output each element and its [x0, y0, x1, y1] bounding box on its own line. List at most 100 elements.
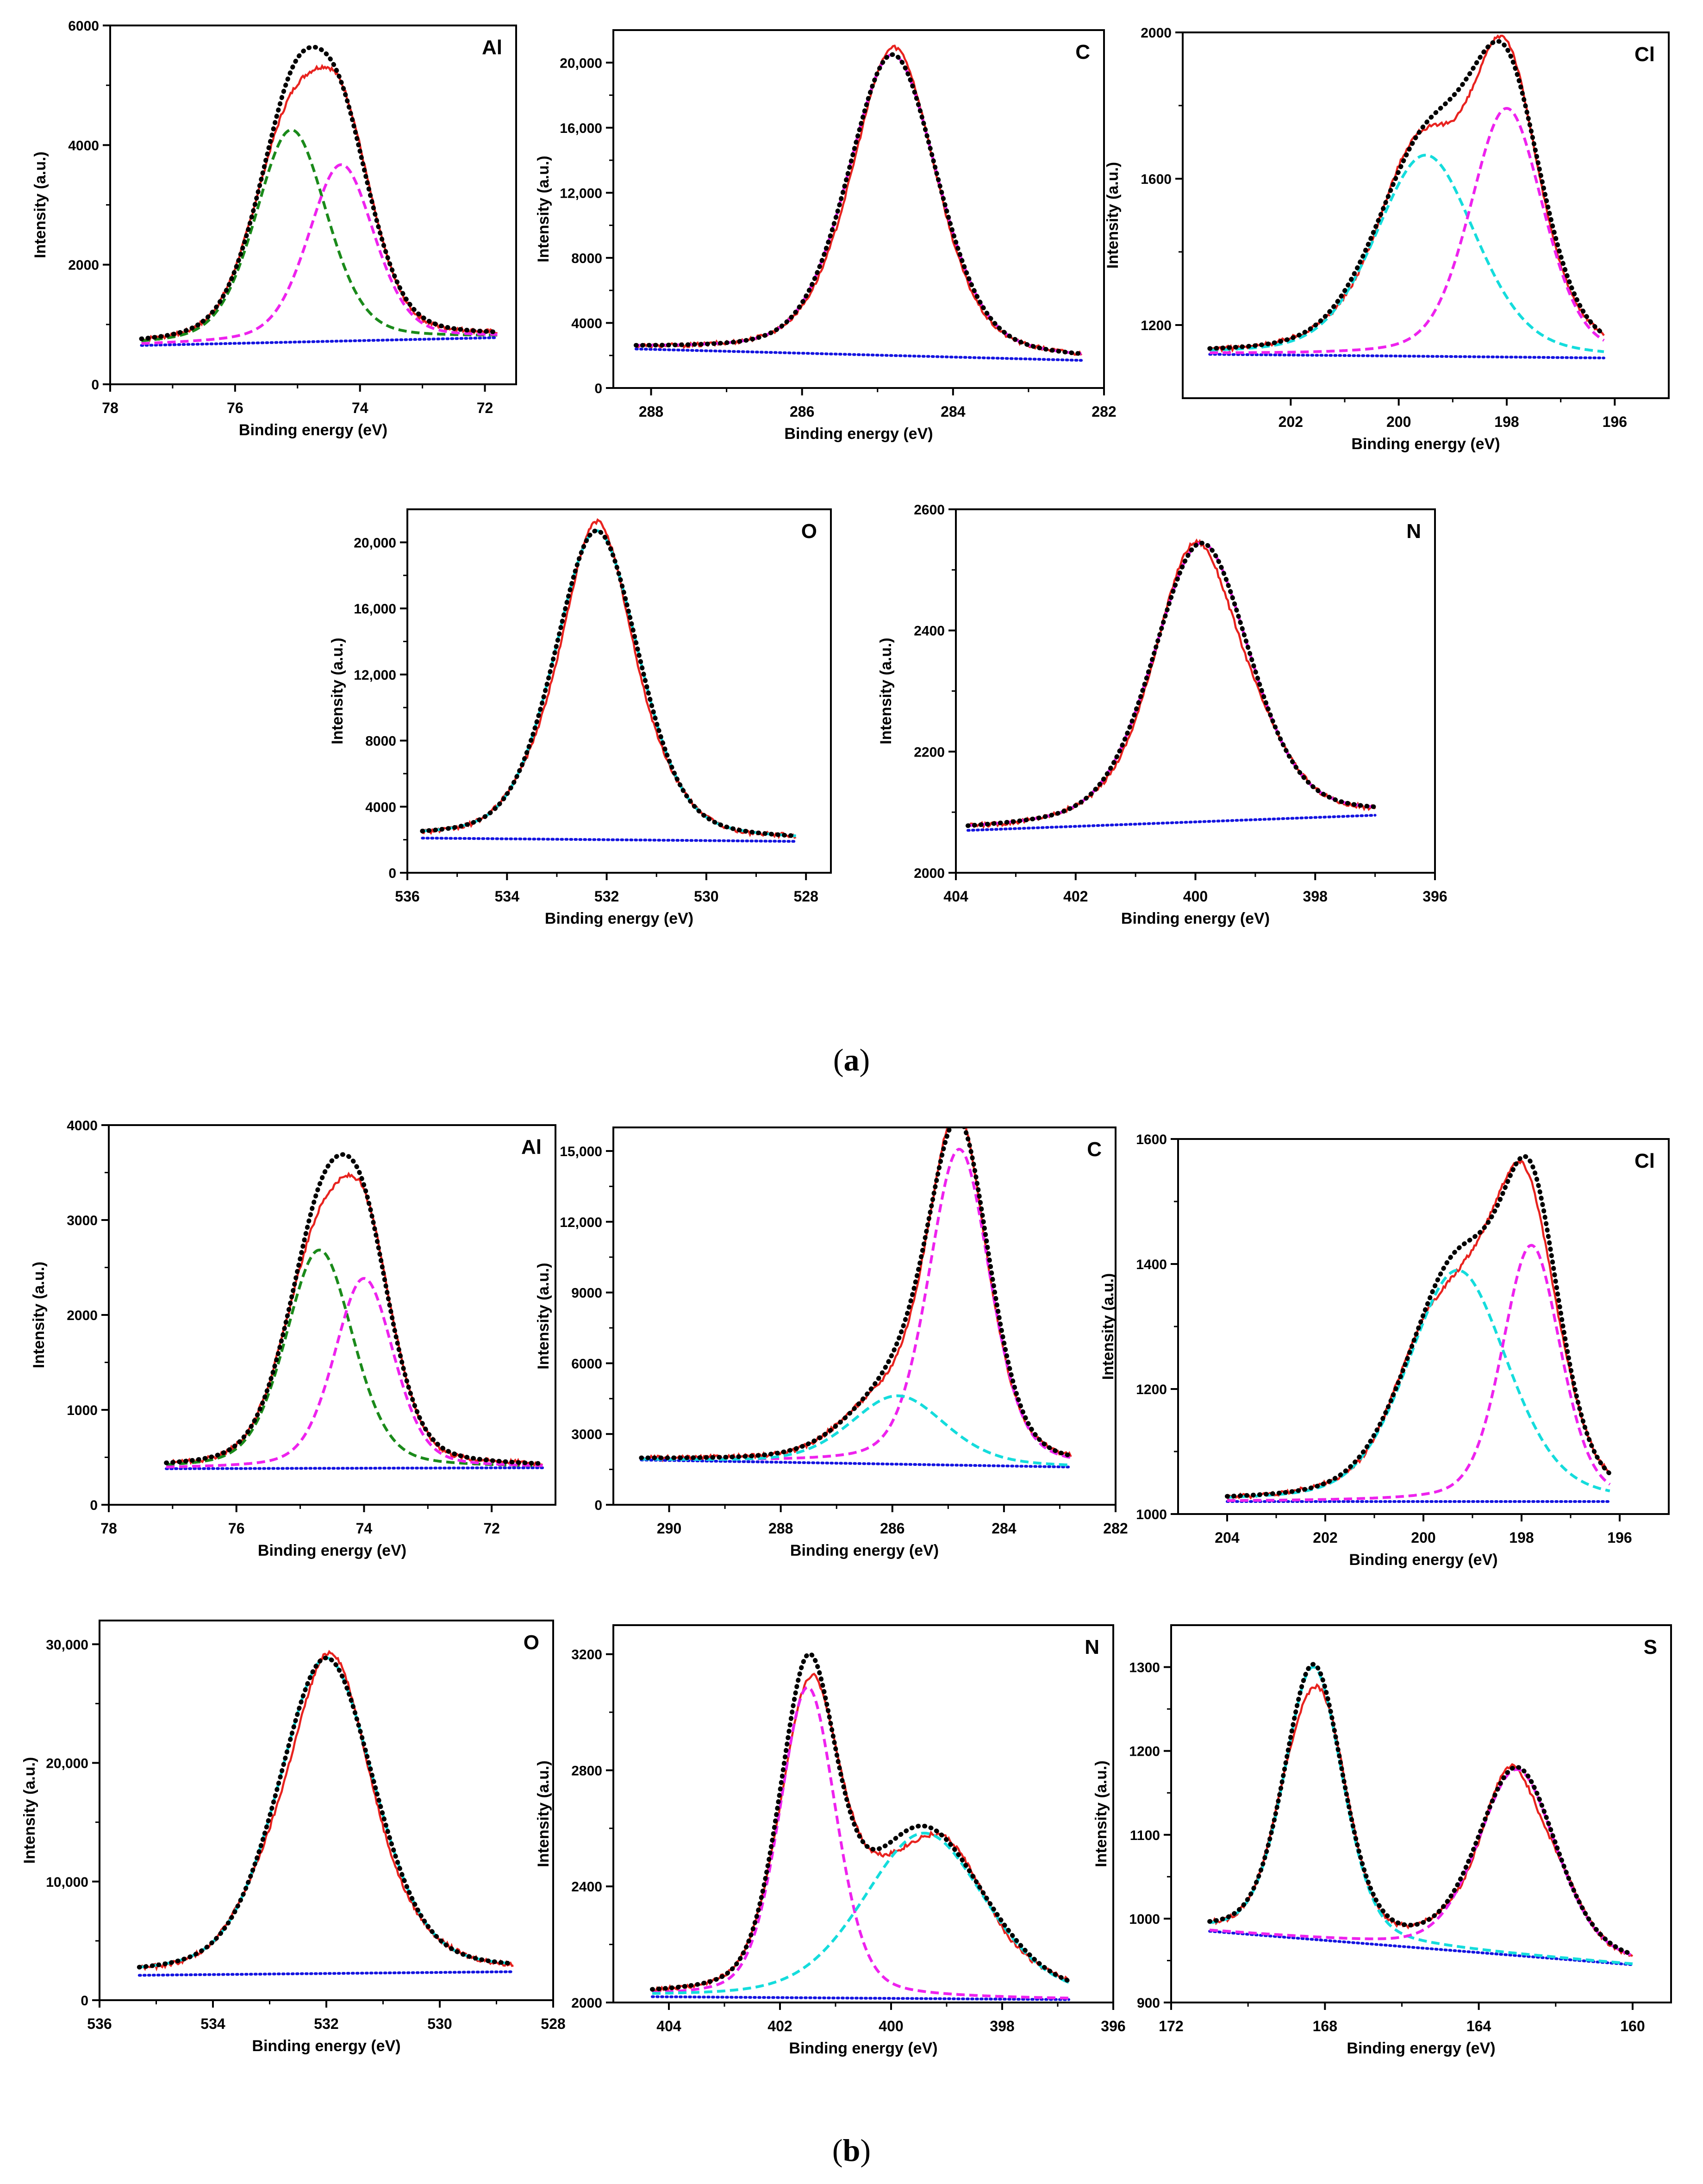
x-tick-label: 72	[483, 1520, 500, 1537]
x-tick-label: 528	[793, 888, 818, 905]
y-tick-label: 2000	[68, 258, 99, 273]
y-tick-label: 1200	[1129, 1744, 1160, 1759]
x-axis-label: Binding energy (eV)	[252, 2037, 400, 2055]
x-axis-label: Binding energy (eV)	[258, 1542, 406, 1559]
envelope-line	[1207, 1662, 1635, 1957]
component-line-magenta	[141, 163, 498, 345]
x-tick-label: 202	[1313, 1529, 1337, 1546]
y-tick-label: 16,000	[354, 601, 396, 617]
y-tick-label: 1000	[1129, 1912, 1160, 1927]
x-tick-label: 396	[1422, 888, 1447, 905]
x-axis-label: Binding energy (eV)	[1349, 1551, 1497, 1569]
panel-b-letter: b	[842, 2133, 861, 2168]
x-axis-label: Binding energy (eV)	[784, 425, 933, 443]
y-tick-label: 1200	[1136, 1382, 1167, 1397]
component-line-cyan	[422, 529, 796, 838]
x-tick-label: 398	[990, 2018, 1014, 2034]
y-tick-label: 9000	[571, 1286, 602, 1301]
chart-b-s: 172 168 164 160 900 1000 1100 1200 1300 Binding e…	[1092, 1624, 1672, 2057]
x-tick-label: 78	[100, 1520, 117, 1537]
raw-spectrum-line	[141, 64, 498, 343]
y-axis-label: Intensity (a.u.)	[535, 156, 552, 262]
y-axis-label: Intensity (a.u.)	[535, 1760, 552, 1867]
y-tick-label: 1600	[1141, 172, 1172, 187]
component-line-magenta	[166, 1277, 543, 1469]
element-label: N	[1406, 520, 1421, 543]
y-tick-label: 2600	[914, 502, 945, 518]
component-line-magenta	[967, 541, 1375, 827]
raw-spectrum-line	[635, 44, 1083, 356]
y-tick-label: 1400	[1136, 1257, 1167, 1272]
y-tick-label: 0	[91, 377, 99, 393]
background-line	[640, 1458, 1073, 1469]
axes-frame	[1170, 1624, 1672, 2003]
x-tick-label: 200	[1386, 413, 1411, 430]
x-tick-label: 76	[227, 400, 243, 416]
envelope-line	[420, 528, 798, 839]
x-axis-label: Binding energy (eV)	[1121, 910, 1270, 927]
x-axis-label: Binding energy (eV)	[239, 421, 387, 439]
x-tick-label: 74	[356, 1520, 373, 1537]
background-line	[421, 837, 798, 843]
y-tick-label: 1100	[1130, 1828, 1160, 1843]
component-line-magenta	[652, 1685, 1069, 2000]
y-tick-label: 4000	[571, 316, 602, 331]
y-tick-label: 2000	[67, 1308, 98, 1323]
chart-a-o: 536 534 532 530 528 0 4000 8000 12,000 16,000 20,0…	[329, 508, 832, 927]
y-tick-label: 2800	[571, 1763, 602, 1778]
chart-a-c-plot-area	[633, 44, 1084, 362]
component-line-magenta	[641, 1148, 1072, 1461]
chart-b-cl: 204 202 200 198 196 1000 1200 1400 1600 Binding e…	[1099, 1132, 1670, 1569]
x-axis-label: Binding energy (eV)	[545, 910, 693, 927]
component-line-cyan	[139, 1656, 514, 1969]
axes-frame	[406, 508, 832, 874]
y-tick-label: 0	[594, 381, 602, 396]
x-tick-label: 530	[694, 888, 718, 905]
x-tick-label: 78	[102, 400, 119, 416]
x-tick-label: 398	[1303, 888, 1328, 905]
x-tick-label: 196	[1603, 413, 1627, 430]
background-line	[966, 814, 1377, 832]
raw-spectrum-line	[165, 1171, 543, 1467]
component-line-cyan	[1227, 1269, 1610, 1499]
y-tick-label: 1300	[1129, 1660, 1160, 1676]
axes-frame	[1182, 31, 1670, 399]
y-tick-label: 12,000	[560, 1215, 602, 1230]
panel-a-caption: (a)	[833, 1042, 870, 1077]
component-line-magenta	[1227, 1244, 1611, 1502]
y-tick-label: 0	[81, 1993, 88, 2009]
background-line	[1208, 1930, 1634, 1966]
envelope-line	[164, 1152, 545, 1466]
y-tick-label: 20,000	[46, 1756, 88, 1771]
envelope-line	[633, 52, 1084, 356]
axes-frame	[612, 29, 1105, 389]
chart-b-s-plot-area	[1207, 1662, 1635, 1966]
background-line	[1208, 353, 1605, 360]
component-line-magenta	[1210, 106, 1605, 354]
raw-spectrum-line	[967, 538, 1376, 829]
x-tick-label: 160	[1620, 2018, 1645, 2034]
x-axis-label: Binding energy (eV)	[1351, 435, 1500, 453]
x-tick-label: 532	[314, 2015, 338, 2032]
element-label: N	[1085, 1636, 1099, 1658]
x-tick-label: 74	[352, 400, 368, 416]
x-tick-label: 284	[992, 1520, 1017, 1537]
component-line-magenta	[636, 53, 1082, 355]
x-tick-label: 172	[1159, 2018, 1183, 2034]
y-tick-label: 12,000	[560, 186, 602, 201]
envelope-line	[639, 1127, 1073, 1460]
component-line-green	[166, 1248, 543, 1467]
element-label: C	[1075, 41, 1090, 63]
y-tick-label: 900	[1137, 1996, 1160, 2011]
x-tick-label: 196	[1607, 1529, 1632, 1546]
y-tick-label: 1000	[67, 1403, 98, 1418]
y-tick-label: 12,000	[354, 668, 396, 683]
axes-frame	[612, 1624, 1114, 2003]
chart-b-c-plot-area	[639, 1127, 1073, 1469]
envelope-line	[965, 540, 1378, 828]
y-tick-label: 1200	[1141, 318, 1172, 333]
y-tick-label: 20,000	[560, 56, 602, 71]
y-axis-label: Intensity (a.u.)	[1104, 162, 1122, 269]
y-tick-label: 2000	[571, 1996, 602, 2011]
envelope-line	[650, 1651, 1071, 1992]
